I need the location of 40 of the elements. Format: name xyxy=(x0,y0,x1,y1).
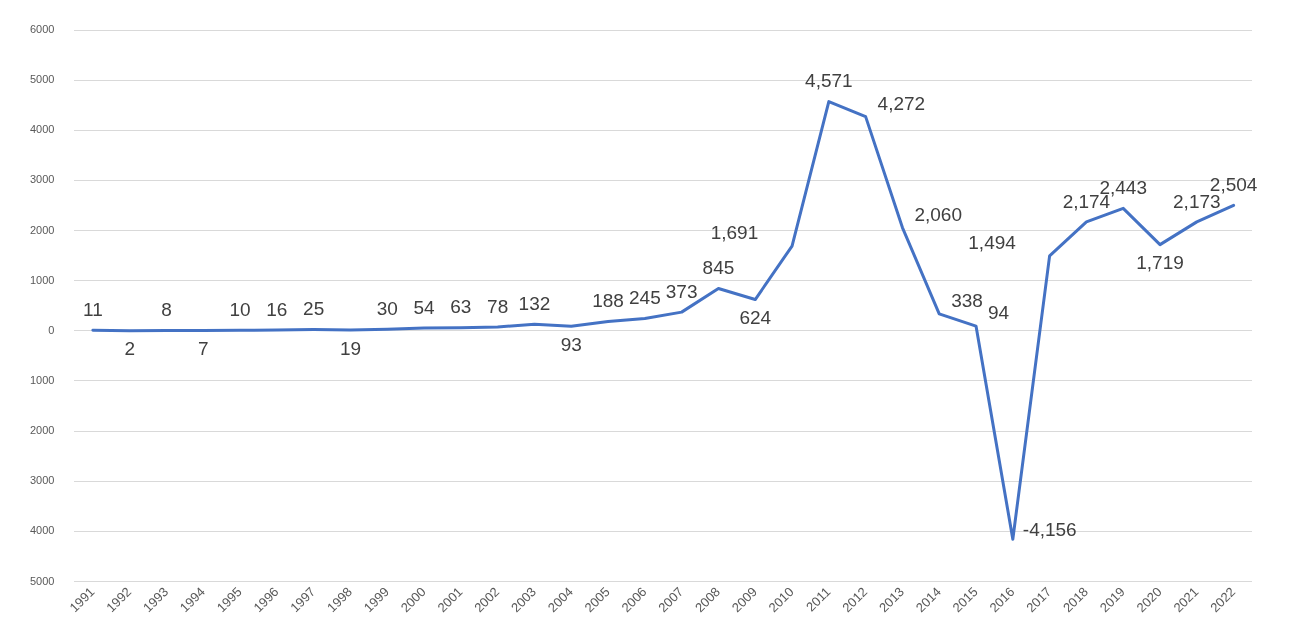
data-label: 338 xyxy=(951,290,983,312)
y-tick-label: 5000 xyxy=(29,73,55,86)
y-tick-label: 4000 xyxy=(29,524,55,537)
data-label: -4,156 xyxy=(1022,519,1077,541)
data-label: 188 xyxy=(592,290,624,312)
data-label: 11 xyxy=(83,299,103,321)
data-label: 4,272 xyxy=(877,92,926,114)
data-label: 1,691 xyxy=(710,222,759,244)
data-label: 1,494 xyxy=(968,232,1017,254)
data-label: 373 xyxy=(665,280,698,302)
data-label: 78 xyxy=(487,295,509,317)
y-tick-label: 3000 xyxy=(29,474,55,487)
y-tick-label: 1000 xyxy=(29,273,55,286)
data-label: 2 xyxy=(124,338,135,360)
data-label: 19 xyxy=(339,337,362,359)
data-label: 30 xyxy=(376,298,398,320)
data-label: 132 xyxy=(518,292,551,314)
data-label: 94 xyxy=(988,302,1010,324)
y-tick-label: 5000 xyxy=(29,574,55,587)
y-tick-label: 0 xyxy=(48,323,55,336)
y-tick-label: 6000 xyxy=(29,23,55,36)
y-tick-label: 4000 xyxy=(29,123,55,136)
data-label: 93 xyxy=(560,333,582,355)
data-label: 25 xyxy=(303,298,325,320)
data-label: 10 xyxy=(229,299,251,321)
data-label: 63 xyxy=(450,296,472,318)
y-tick-label: 3000 xyxy=(29,173,55,186)
data-label: 1,719 xyxy=(1136,252,1184,274)
data-label: 624 xyxy=(739,307,772,329)
data-label: 245 xyxy=(628,287,661,309)
y-tick-label: 1000 xyxy=(29,374,55,386)
y-tick-label: 2000 xyxy=(29,223,55,236)
data-label: 16 xyxy=(266,298,288,320)
data-label: 54 xyxy=(413,296,436,318)
data-label: 4,571 xyxy=(805,70,853,92)
data-label: 8 xyxy=(161,299,172,321)
data-label: 7 xyxy=(197,338,209,360)
data-label: 845 xyxy=(702,257,735,279)
data-label: 2,060 xyxy=(914,203,962,225)
y-tick-label: 2000 xyxy=(29,424,55,437)
